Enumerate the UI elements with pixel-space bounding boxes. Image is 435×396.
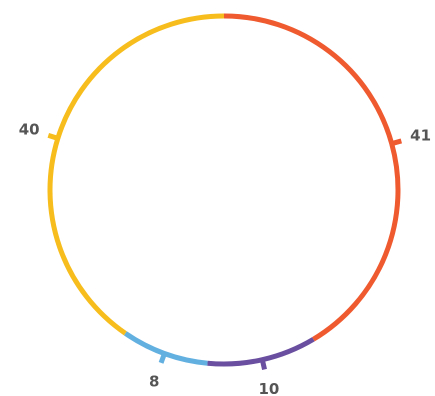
ring-segment-40 — [47, 13, 225, 336]
ring-segment-8 — [123, 331, 208, 366]
data-label-8: 8 — [149, 373, 159, 391]
chart-labels: 41 10 8 40 — [19, 120, 431, 396]
ring-tick-8 — [158, 350, 168, 364]
ring-tick-10 — [259, 357, 267, 371]
chart-arcs — [47, 13, 401, 367]
ring-tick-41 — [389, 138, 403, 147]
chart-ticks — [47, 132, 403, 371]
data-label-10: 10 — [259, 380, 280, 396]
data-label-40: 40 — [19, 120, 40, 138]
ring-tick-40 — [47, 132, 61, 142]
data-label-41: 41 — [410, 127, 431, 145]
ring-segment-41 — [223, 13, 401, 342]
